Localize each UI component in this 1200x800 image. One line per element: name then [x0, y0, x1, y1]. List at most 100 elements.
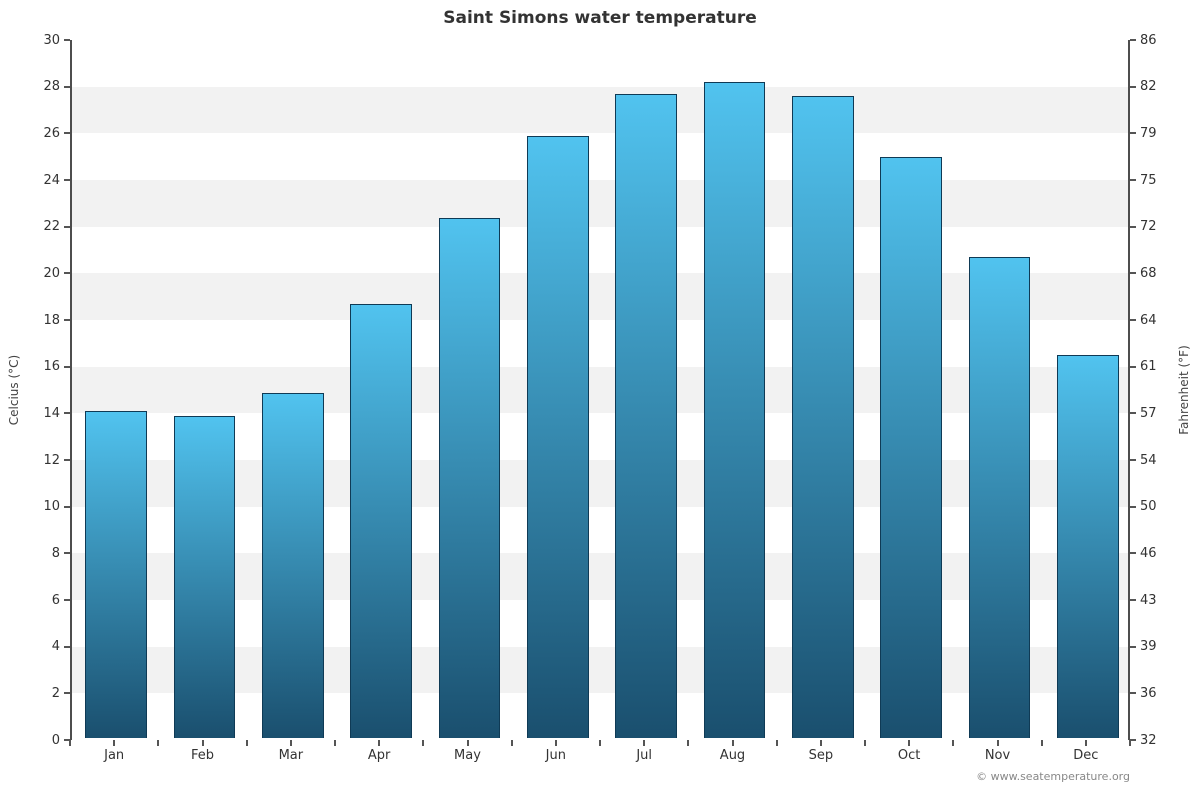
- y-left-tick-mark: [64, 459, 70, 461]
- x-tick-mark: [997, 740, 999, 746]
- x-tick-label: Dec: [1073, 748, 1098, 763]
- x-boundary-tick-mark: [157, 740, 159, 746]
- x-tick-mark: [732, 740, 734, 746]
- bar-fill: [85, 411, 147, 738]
- y-left-tick-label: 8: [52, 546, 60, 561]
- y-left-tick-label: 16: [43, 359, 60, 374]
- x-boundary-tick-mark: [952, 740, 954, 746]
- y-left-tick-mark: [64, 226, 70, 228]
- y-right-tick-label: 79: [1140, 126, 1157, 141]
- bar-mar: [262, 393, 324, 738]
- x-tick-label: Jan: [104, 748, 124, 763]
- y-left-tick-label: 26: [43, 126, 60, 141]
- y-left-tick-mark: [64, 86, 70, 88]
- x-boundary-tick-mark: [246, 740, 248, 746]
- x-tick-label: Mar: [279, 748, 304, 763]
- y-left-tick-mark: [64, 412, 70, 414]
- y-right-tick-mark: [1130, 646, 1136, 648]
- x-tick-mark: [643, 740, 645, 746]
- x-boundary-tick-mark: [422, 740, 424, 746]
- bar-fill: [350, 304, 412, 738]
- x-tick-label: Feb: [191, 748, 214, 763]
- y-right-tick-label: 86: [1140, 33, 1157, 48]
- y-right-tick-mark: [1130, 39, 1136, 41]
- bar-apr: [350, 304, 412, 738]
- y-right-tick-label: 32: [1140, 733, 1157, 748]
- y-right-tick-label: 61: [1140, 359, 1157, 374]
- y-left-tick-mark: [64, 599, 70, 601]
- y-left-tick-label: 24: [43, 173, 60, 188]
- y-left-tick-mark: [64, 319, 70, 321]
- chart-container: Saint Simons water temperature 024681012…: [0, 0, 1200, 800]
- y-right-tick-mark: [1130, 552, 1136, 554]
- y-left-tick-label: 18: [43, 313, 60, 328]
- x-tick-mark: [290, 740, 292, 746]
- y-left-tick-mark: [64, 132, 70, 134]
- bar-fill: [615, 94, 677, 738]
- y-left-tick-mark: [64, 692, 70, 694]
- bar-jan: [85, 411, 147, 738]
- x-boundary-tick-mark: [1041, 740, 1043, 746]
- y-right-tick-label: 36: [1140, 686, 1157, 701]
- y-right-tick-mark: [1130, 272, 1136, 274]
- y-right-tick-label: 82: [1140, 79, 1157, 94]
- y-right-tick-label: 43: [1140, 593, 1157, 608]
- x-tick-label: Aug: [720, 748, 745, 763]
- x-boundary-tick-mark: [776, 740, 778, 746]
- y-left-tick-label: 12: [43, 453, 60, 468]
- bar-nov: [969, 257, 1031, 738]
- y-right-tick-mark: [1130, 319, 1136, 321]
- y-left-tick-mark: [64, 366, 70, 368]
- y-left-tick-mark: [64, 272, 70, 274]
- x-boundary-tick-mark: [687, 740, 689, 746]
- attribution-text: © www.seatemperature.org: [976, 770, 1130, 783]
- y-left-tick-label: 2: [52, 686, 60, 701]
- x-tick-label: Jun: [546, 748, 566, 763]
- y-right-tick-label: 57: [1140, 406, 1157, 421]
- bar-may: [439, 218, 501, 738]
- bar-fill: [792, 96, 854, 738]
- y-left-tick-label: 20: [43, 266, 60, 281]
- y-right-axis-label: Fahrenheit (°F): [1177, 345, 1191, 435]
- y-left-tick-label: 22: [43, 219, 60, 234]
- bar-dec: [1057, 355, 1119, 738]
- x-tick-mark: [555, 740, 557, 746]
- bar-fill: [969, 257, 1031, 738]
- bar-sep: [792, 96, 854, 738]
- y-right-tick-mark: [1130, 366, 1136, 368]
- y-right-tick-label: 46: [1140, 546, 1157, 561]
- x-tick-mark: [467, 740, 469, 746]
- y-left-tick-mark: [64, 39, 70, 41]
- x-boundary-tick-mark: [1129, 740, 1131, 746]
- bar-feb: [174, 416, 236, 738]
- bar-oct: [880, 157, 942, 738]
- y-left-tick-mark: [64, 506, 70, 508]
- y-right-tick-label: 75: [1140, 173, 1157, 188]
- x-tick-label: Apr: [368, 748, 391, 763]
- bar-jun: [527, 136, 589, 738]
- y-right-tick-label: 72: [1140, 219, 1157, 234]
- y-left-tick-label: 28: [43, 79, 60, 94]
- y-left-tick-label: 4: [52, 639, 60, 654]
- bar-jul: [615, 94, 677, 738]
- y-right-tick-mark: [1130, 226, 1136, 228]
- x-boundary-tick-mark: [334, 740, 336, 746]
- y-right-tick-label: 54: [1140, 453, 1157, 468]
- bar-fill: [880, 157, 942, 738]
- y-left-tick-mark: [64, 552, 70, 554]
- y-left-tick-label: 30: [43, 33, 60, 48]
- y-left-tick-mark: [64, 646, 70, 648]
- y-right-tick-mark: [1130, 459, 1136, 461]
- x-tick-mark: [820, 740, 822, 746]
- bars-wrap: [72, 40, 1128, 738]
- x-tick-mark: [378, 740, 380, 746]
- y-right-tick-label: 68: [1140, 266, 1157, 281]
- x-tick-label: Nov: [985, 748, 1010, 763]
- bar-fill: [262, 393, 324, 738]
- y-right-tick-mark: [1130, 86, 1136, 88]
- x-boundary-tick-mark: [69, 740, 71, 746]
- y-right-tick-label: 64: [1140, 313, 1157, 328]
- y-right-tick-mark: [1130, 412, 1136, 414]
- y-right-tick-label: 50: [1140, 499, 1157, 514]
- x-tick-label: Oct: [898, 748, 920, 763]
